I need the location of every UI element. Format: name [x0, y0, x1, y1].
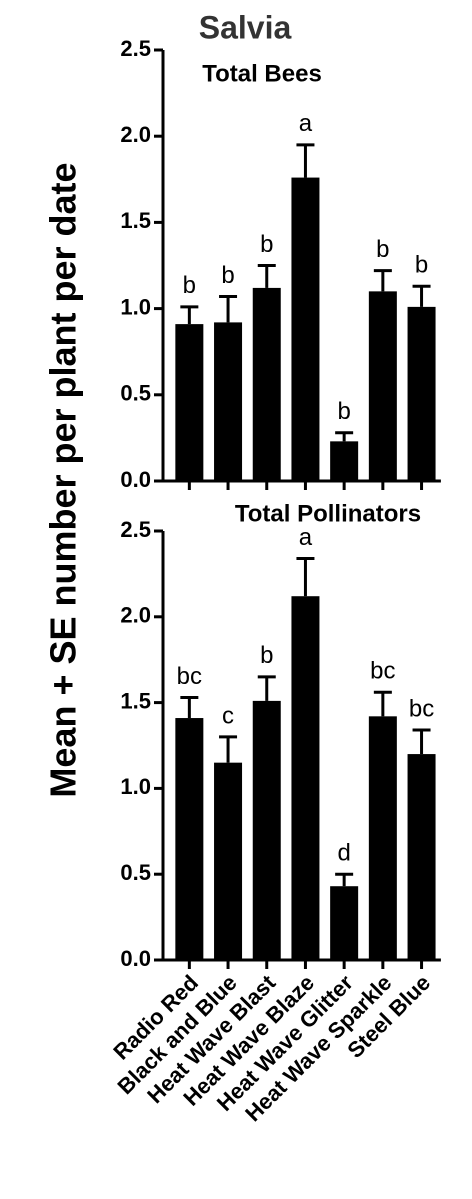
y-tick-label: 2.5 [120, 36, 151, 61]
significance-letter: bc [177, 663, 202, 690]
y-tick-label: 0.0 [120, 467, 151, 492]
subtitle: Total Pollinators [235, 500, 421, 527]
significance-letter: c [222, 702, 234, 729]
bar [214, 762, 243, 960]
bar [368, 291, 397, 481]
bar [368, 716, 397, 960]
bar [330, 886, 359, 960]
y-tick-label: 2.0 [120, 122, 151, 147]
significance-letter: b [221, 262, 234, 289]
subtitle: Total Bees [202, 60, 322, 87]
bar [330, 441, 359, 481]
significance-letter: b [337, 398, 350, 425]
bar [252, 287, 281, 481]
y-tick-label: 1.5 [120, 208, 151, 233]
y-tick-label: 1.0 [120, 294, 151, 319]
y-tick-label: 1.5 [120, 688, 151, 713]
y-axis-label: Mean + SE number per plant per date [43, 162, 84, 797]
bar [407, 754, 436, 960]
significance-letter: bc [370, 658, 395, 685]
y-tick-label: 2.5 [120, 517, 151, 542]
bar [175, 324, 204, 481]
y-tick-label: 0.5 [120, 381, 151, 406]
significance-letter: d [337, 840, 350, 867]
significance-letter: b [260, 642, 273, 669]
significance-letter: a [299, 110, 313, 137]
y-tick-label: 1.0 [120, 774, 151, 799]
significance-letter: b [260, 231, 273, 258]
y-tick-label: 0.5 [120, 860, 151, 885]
significance-letter: a [299, 524, 313, 551]
chart-title: Salvia [199, 9, 292, 45]
significance-letter: b [183, 272, 196, 299]
bar [407, 306, 436, 481]
y-tick-label: 2.0 [120, 603, 151, 628]
significance-letter: b [415, 252, 428, 279]
significance-letter: bc [409, 695, 434, 722]
bar [291, 596, 320, 960]
bar [252, 700, 281, 960]
bar [214, 322, 243, 481]
significance-letter: b [376, 236, 389, 263]
bar [291, 177, 320, 482]
bar [175, 718, 204, 960]
y-tick-label: 0.0 [120, 946, 151, 971]
